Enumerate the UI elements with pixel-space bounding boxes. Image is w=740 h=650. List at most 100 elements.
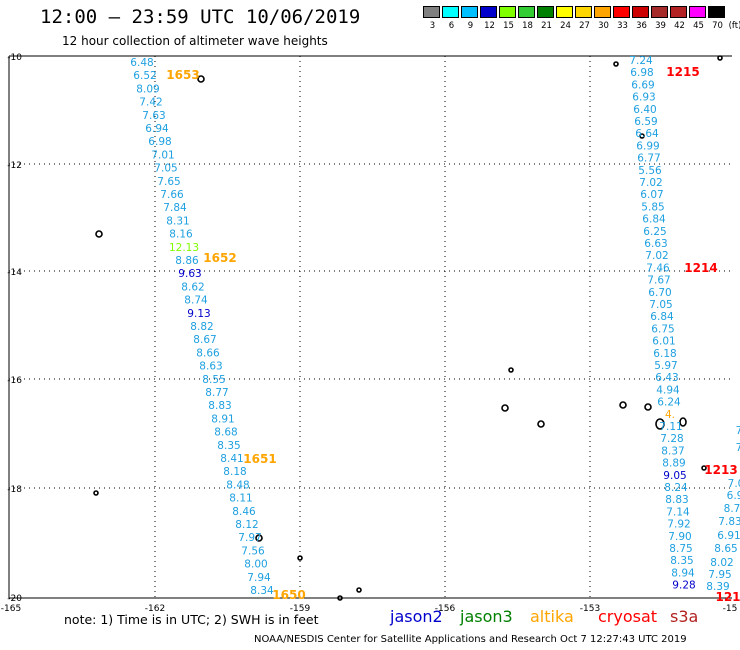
- wave-height-label: 6.9: [727, 490, 740, 502]
- pass-time-label: 1214: [684, 261, 717, 275]
- island: [717, 55, 723, 61]
- wave-height-label: 7.65: [157, 176, 180, 188]
- lat-tick-label: -18: [7, 485, 22, 495]
- island: [701, 465, 707, 471]
- wave-height-label: 7.01: [151, 149, 174, 161]
- legend-label: 24: [560, 21, 571, 31]
- wave-height-label: 7: [736, 442, 740, 454]
- wave-height-label: 8.31: [166, 215, 189, 227]
- wave-height-label: 4.: [665, 409, 675, 421]
- wave-height-label: 6.43: [655, 372, 678, 384]
- wave-height-label: 7.02: [645, 250, 668, 262]
- pass-time-label: 1652: [203, 251, 236, 265]
- island: [297, 555, 303, 561]
- wave-height-label: 6.63: [644, 238, 667, 250]
- satellite-name: jason2: [390, 607, 443, 626]
- wave-height-label: 8.39: [706, 581, 729, 593]
- island: [619, 401, 627, 409]
- wave-height-label: 7.24: [629, 55, 653, 67]
- wave-height-label: 8.62: [181, 281, 204, 293]
- legend-swatch: [423, 6, 440, 18]
- wave-height-label: 8.75: [669, 543, 692, 555]
- lat-tick-label: -20: [7, 594, 22, 604]
- wave-height-label: 8.00: [244, 559, 267, 571]
- wave-height-label: 8.65: [714, 543, 737, 555]
- wave-height-label: 7.14: [666, 506, 690, 518]
- lon-tick-label: -159: [290, 604, 311, 614]
- legend-label: 30: [598, 21, 609, 31]
- lat-tick-label: -10: [7, 53, 22, 63]
- island: [93, 490, 99, 496]
- island: [337, 595, 343, 601]
- wave-height-label: 8.74: [184, 295, 208, 307]
- legend-label: 12: [484, 21, 495, 31]
- wave-height-label: 8.55: [202, 374, 225, 386]
- wave-height-label: 7.90: [668, 531, 691, 543]
- wave-height-label: 8.48: [226, 479, 249, 491]
- wave-height-label: 8.37: [661, 445, 684, 457]
- wave-height-label: 8.34: [250, 585, 274, 597]
- legend-swatch: [556, 6, 573, 18]
- legend-label: 45: [693, 21, 704, 31]
- legend-swatch: [480, 6, 497, 18]
- wave-height-label: 8.18: [223, 466, 246, 478]
- legend-label: 33: [617, 21, 628, 31]
- legend-label: 9: [467, 21, 474, 31]
- pass-time-label: 1213: [704, 463, 737, 477]
- island: [655, 418, 665, 430]
- wave-height-label: 6.84: [642, 214, 666, 226]
- wave-height-label: 9.05: [663, 470, 686, 482]
- legend-swatch: [575, 6, 592, 18]
- wave-height-label: 8.11: [229, 493, 252, 505]
- wave-height-label: 7.97: [238, 532, 261, 544]
- legend-label: 42: [674, 21, 685, 31]
- wave-height-label: 8.91: [211, 413, 234, 425]
- legend-swatch: [594, 6, 611, 18]
- wave-height-label: 6.70: [648, 287, 671, 299]
- wave-height-label: 8.67: [193, 334, 216, 346]
- wave-height-label: 8.63: [199, 361, 222, 373]
- wave-height-label: 6.69: [631, 79, 654, 91]
- legend-unit: (ft): [728, 21, 740, 31]
- wave-height-label: 8.02: [710, 557, 733, 569]
- pass-time-label: 121: [715, 590, 740, 604]
- legend-swatch: [651, 6, 668, 18]
- wave-height-label: 6.40: [633, 104, 656, 116]
- lon-tick-label: -15: [723, 604, 738, 614]
- island: [356, 587, 362, 593]
- wave-height-label: 7.83: [718, 516, 740, 528]
- island: [613, 61, 619, 67]
- satellite-name: jason3: [460, 607, 513, 626]
- wave-height-label: 7.94: [247, 572, 271, 584]
- wave-height-label: 8.68: [214, 427, 237, 439]
- wave-height-label: 9.13: [187, 308, 210, 320]
- legend-swatch: [632, 6, 649, 18]
- island: [644, 403, 652, 411]
- legend-label: 27: [579, 21, 590, 31]
- chart-title: 12:00 — 23:59 UTC 10/06/2019: [40, 6, 361, 28]
- wave-height-label: 6.94: [145, 123, 169, 135]
- island: [95, 230, 103, 238]
- island: [537, 420, 545, 428]
- credit-line: NOAA/NESDIS Center for Satellite Applica…: [254, 634, 687, 645]
- wave-height-label: 7.66: [160, 189, 184, 201]
- wave-height-label: 8.94: [671, 567, 695, 579]
- wave-height-label: 8.66: [196, 347, 220, 359]
- wave-height-label: 8.86: [175, 255, 199, 267]
- legend-label: 21: [541, 21, 552, 31]
- wave-height-label: 9.63: [178, 268, 201, 280]
- wave-height-label: 8.89: [662, 458, 685, 470]
- wave-height-label: 8.46: [232, 506, 256, 518]
- legend-swatch: [670, 6, 687, 18]
- pass-time-label: 1650: [272, 588, 305, 602]
- wave-height-label: 7: [736, 425, 740, 437]
- pass-time-label: 1651: [243, 452, 276, 466]
- lon-tick-label: -153: [580, 604, 600, 614]
- legend-swatch: [537, 6, 554, 18]
- wave-height-label: 6.98: [630, 67, 653, 79]
- wave-height-label: 6.01: [652, 336, 675, 348]
- wave-height-label: 6.07: [640, 189, 663, 201]
- wave-height-label: 7.95: [708, 569, 731, 581]
- wave-height-label: 8.12: [235, 519, 258, 531]
